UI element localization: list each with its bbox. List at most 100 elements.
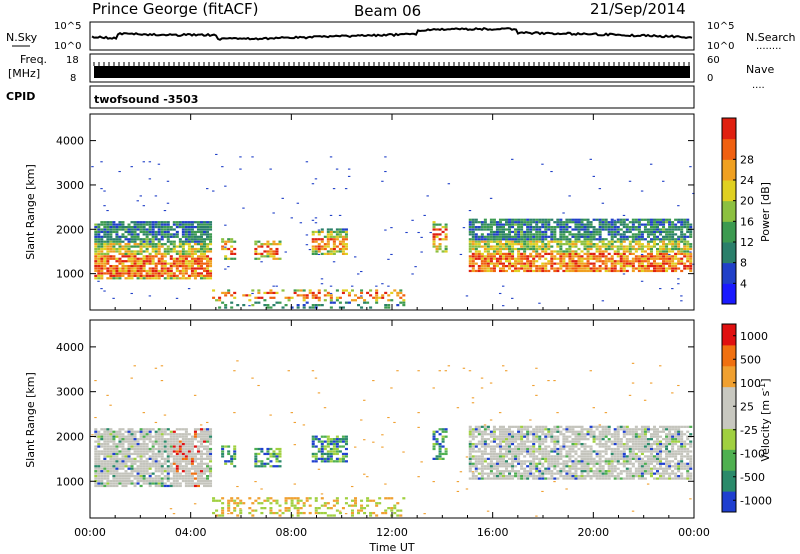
echo-cell <box>181 245 185 248</box>
echo-cell <box>363 399 366 401</box>
echo-cell <box>680 218 684 221</box>
echo-cell <box>501 452 505 456</box>
echo-cell <box>441 225 445 229</box>
echo-cell <box>384 483 387 485</box>
echo-cell <box>329 440 333 443</box>
echo-cell <box>523 233 527 236</box>
echo-cell <box>643 250 647 253</box>
echo-cell <box>115 433 119 436</box>
echo-cell <box>106 257 110 260</box>
echo-cell <box>157 445 161 448</box>
echo-cell <box>178 452 182 456</box>
echo-cell <box>103 482 107 485</box>
echo-cell <box>616 230 620 234</box>
echo-cell <box>275 247 279 251</box>
echo-cell <box>196 465 200 468</box>
echo-cell <box>136 477 140 480</box>
echo-cell <box>634 243 638 246</box>
echo-cell <box>94 250 98 253</box>
echo-cell <box>221 507 225 510</box>
echo-cell <box>314 178 318 180</box>
echo-cell <box>689 260 693 263</box>
echo-cell <box>332 504 336 507</box>
echo-cell <box>489 221 493 224</box>
echo-cell <box>94 477 98 480</box>
echo-cell <box>577 440 581 443</box>
echo-cell <box>239 508 242 510</box>
echo-cell <box>115 474 119 478</box>
echo-cell <box>329 438 333 441</box>
echo-cell <box>275 457 279 460</box>
echo-cell <box>680 235 684 238</box>
echo-cell <box>163 250 167 253</box>
echo-cell <box>399 289 403 292</box>
echo-cell <box>106 223 110 226</box>
echo-cell <box>541 235 545 238</box>
echo-cell <box>586 472 590 475</box>
echo-cell <box>526 223 530 226</box>
echo-cell <box>686 230 690 234</box>
echo-cell <box>115 233 119 236</box>
echo-cell <box>559 267 563 270</box>
echo-cell <box>662 267 666 270</box>
echo-cell <box>151 465 155 468</box>
echo-cell <box>523 462 527 465</box>
echo-cell <box>196 433 200 436</box>
echo-cell <box>477 442 481 446</box>
echo-cell <box>103 243 107 246</box>
echo-cell <box>124 260 128 263</box>
echo-cell <box>100 247 104 251</box>
echo-cell <box>142 462 146 465</box>
echo-cell <box>655 262 660 265</box>
echo-cell <box>181 455 185 458</box>
echo-cell <box>565 460 569 463</box>
echo-cell <box>504 221 509 224</box>
echo-cell <box>148 178 152 180</box>
echo-cell <box>486 235 490 238</box>
echo-cell <box>157 455 161 458</box>
echo-cell <box>124 470 128 473</box>
echo-cell <box>489 230 493 234</box>
echo-cell <box>683 243 687 246</box>
echo-cell <box>520 223 524 226</box>
echo-cell <box>619 472 623 475</box>
echo-cell <box>166 450 170 453</box>
echo-cell <box>115 479 119 483</box>
echo-cell <box>668 250 672 253</box>
echo-cell <box>511 230 515 234</box>
echo-cell <box>206 269 210 273</box>
echo-cell <box>535 425 539 428</box>
echo-cell <box>209 435 213 438</box>
echo-cell <box>335 435 339 438</box>
echo-cell <box>375 502 379 505</box>
echo-cell <box>160 455 164 458</box>
echo-cell <box>372 296 376 299</box>
echo-cell <box>148 221 152 224</box>
echo-cell <box>480 238 484 241</box>
echo-cell <box>598 235 602 238</box>
echo-cell <box>616 233 620 236</box>
echo-cell <box>329 294 333 297</box>
echo-cell <box>483 447 487 451</box>
echo-cell <box>187 238 191 241</box>
echo-cell <box>118 428 122 431</box>
echo-cell <box>320 230 324 234</box>
echo-cell <box>118 277 122 280</box>
nsky-label: N.Sky <box>6 31 38 44</box>
echo-cell <box>520 450 524 453</box>
echo-cell <box>139 472 143 475</box>
echo-cell <box>637 235 641 238</box>
echo-cell <box>547 243 551 246</box>
echo-cell <box>477 250 481 253</box>
echo-cell <box>266 243 270 246</box>
echo-cell <box>323 511 327 515</box>
echo-cell <box>628 252 632 256</box>
echo-cell <box>610 245 614 248</box>
echo-cell <box>580 428 584 431</box>
echo-cell <box>202 277 207 280</box>
echo-cell <box>281 511 285 515</box>
echo-cell <box>616 245 620 248</box>
echo-cell <box>459 471 463 473</box>
echo-cell <box>511 477 515 480</box>
echo-cell <box>483 428 487 431</box>
